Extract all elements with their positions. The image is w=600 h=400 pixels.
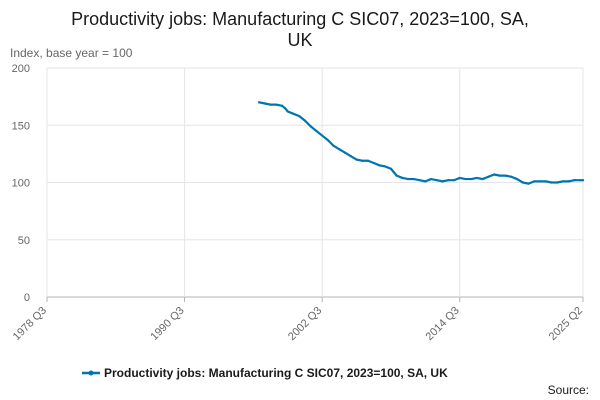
data-point — [493, 173, 496, 176]
series-line — [258, 101, 585, 185]
data-point — [303, 119, 307, 122]
x-tick-label: 1990 Q3 — [148, 305, 186, 343]
data-point — [372, 161, 375, 165]
data-point — [332, 144, 335, 147]
x-axis-ticks: 1978 Q3 1990 Q3 2002 Q3 2014 Q3 2025 Q2 — [11, 297, 585, 343]
chart-title-line-1: Productivity jobs: Manufacturing C SIC07… — [71, 9, 529, 29]
data-point — [315, 129, 318, 133]
data-point — [504, 174, 507, 177]
y-tick-label: 150 — [12, 120, 30, 132]
data-point — [424, 180, 427, 183]
data-point — [338, 148, 341, 151]
x-tick-label: 2002 Q3 — [286, 305, 324, 343]
source-label: Source: — [548, 383, 589, 397]
data-point — [321, 134, 324, 137]
y-axis-ticks: 0 50 100 150 200 — [12, 63, 30, 304]
data-point — [561, 180, 565, 183]
data-point — [309, 125, 312, 128]
y-tick-label: 0 — [24, 292, 30, 304]
data-point — [280, 104, 284, 107]
data-point — [550, 181, 553, 184]
data-point — [401, 176, 404, 180]
data-point — [418, 179, 421, 182]
data-point — [298, 114, 301, 118]
data-point — [452, 179, 456, 182]
data-point — [263, 102, 266, 105]
y-axis-label: Index, base year = 100 — [10, 46, 133, 60]
data-point — [355, 158, 358, 161]
data-point — [521, 181, 524, 184]
gridlines — [46, 67, 584, 298]
y-tick-label: 50 — [18, 235, 30, 247]
data-point — [533, 180, 536, 183]
data-point — [515, 177, 519, 181]
x-tick-label: 2025 Q2 — [547, 305, 585, 343]
data-point — [556, 181, 559, 184]
data-point — [275, 103, 278, 106]
data-point — [378, 164, 381, 167]
data-point — [447, 179, 450, 182]
data-point — [429, 177, 433, 181]
y-tick-label: 100 — [12, 178, 30, 190]
data-point — [475, 176, 479, 180]
data-point — [435, 179, 438, 182]
data-point — [573, 179, 576, 182]
data-point — [389, 167, 393, 170]
data-point — [384, 165, 387, 168]
data-point — [510, 175, 513, 178]
data-point — [258, 101, 261, 104]
data-point — [527, 182, 530, 185]
x-tick-label: 1978 Q3 — [11, 305, 49, 343]
data-point — [481, 177, 484, 181]
data-point — [412, 177, 415, 181]
x-tick-label: 2014 Q3 — [424, 305, 462, 343]
data-point — [269, 103, 272, 106]
data-point — [343, 151, 347, 154]
data-point — [470, 177, 473, 181]
data-point — [538, 180, 542, 183]
data-point — [283, 106, 287, 110]
data-point — [326, 139, 329, 142]
data-point — [286, 110, 289, 113]
data-point — [579, 179, 582, 182]
data-point — [458, 176, 461, 180]
chart-title-line-2: UK — [287, 30, 312, 50]
data-point — [544, 180, 547, 183]
data-point — [361, 159, 364, 162]
data-point — [567, 180, 570, 183]
data-point — [407, 177, 410, 181]
legend-dot-marker — [88, 370, 94, 376]
data-point — [498, 174, 501, 177]
data-point — [395, 174, 398, 177]
series-layer — [258, 101, 585, 185]
data-point — [581, 179, 585, 182]
data-point — [441, 180, 444, 183]
data-point — [366, 159, 370, 162]
data-point — [349, 155, 352, 158]
data-point — [487, 175, 490, 178]
data-point — [292, 112, 295, 115]
data-point — [464, 177, 467, 181]
legend[interactable]: Productivity jobs: Manufacturing C SIC07… — [82, 366, 448, 380]
legend-label: Productivity jobs: Manufacturing C SIC07… — [104, 366, 448, 380]
y-tick-label: 200 — [12, 63, 30, 75]
